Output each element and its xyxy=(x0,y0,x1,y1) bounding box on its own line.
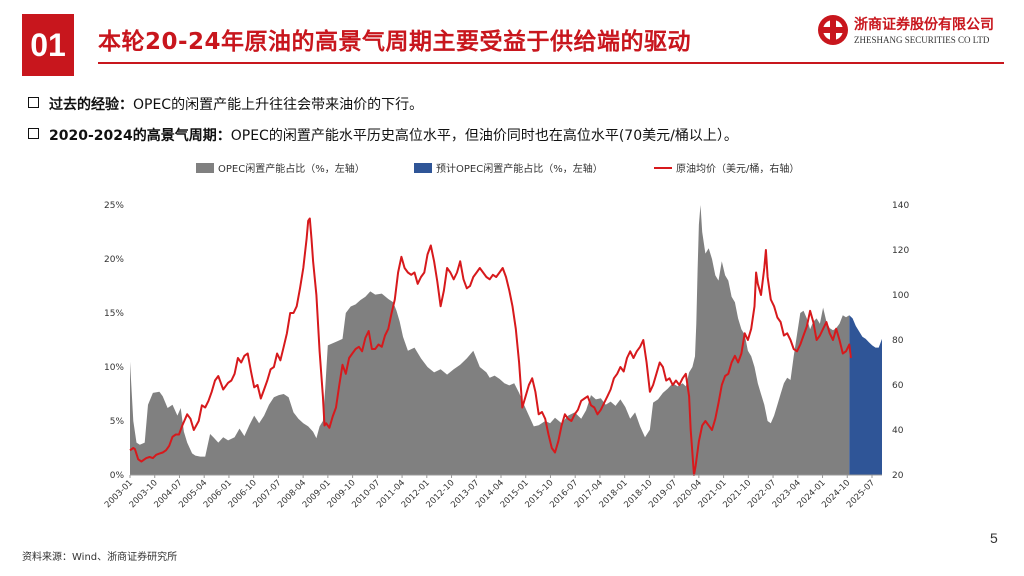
y-right-tick-label: 20 xyxy=(892,471,904,481)
title-rule xyxy=(98,62,1004,64)
legend-item-forecast: 预计OPEC闲置产能占比（%，左轴） xyxy=(414,160,603,175)
legend-item-oil-price: 原油均价（美元/桶，右轴） xyxy=(654,160,799,175)
logo-icon xyxy=(818,15,848,45)
slide-number: 01 xyxy=(22,14,74,76)
y-left-tick-label: 0% xyxy=(110,471,125,481)
bullet-bold: 2020-2024的高景气周期： xyxy=(49,128,231,144)
bullet-text: OPEC的闲置产能上升往往会带来油价的下行。 xyxy=(133,97,424,113)
y-left-tick-label: 10% xyxy=(104,363,124,373)
series-area-spare-capacity xyxy=(130,205,850,475)
legend-swatch xyxy=(196,163,214,173)
bullet-item: 2020-2024的高景气周期：OPEC的闲置产能水平历史高位水平，但油价同时也… xyxy=(28,125,738,145)
y-left-tick-label: 20% xyxy=(104,255,124,265)
page-number: 5 xyxy=(990,530,998,546)
y-right-tick-label: 80 xyxy=(892,336,904,346)
y-right-tick-label: 100 xyxy=(892,291,909,301)
bullet-item: 过去的经验：OPEC的闲置产能上升往往会带来油价的下行。 xyxy=(28,94,423,114)
page-title: 本轮20-24年原油的高景气周期主要受益于供给端的驱动 xyxy=(98,29,692,55)
y-left-tick-label: 15% xyxy=(104,309,124,319)
legend-line xyxy=(654,167,672,169)
bullet-bold: 过去的经验： xyxy=(49,97,133,113)
y-left-tick-label: 25% xyxy=(104,201,124,211)
series-area-forecast xyxy=(849,315,882,475)
logo-text-cn: 浙商证券股份有限公司 xyxy=(854,17,994,33)
y-right-tick-label: 140 xyxy=(892,201,909,211)
legend-label: OPEC闲置产能占比（%，左轴） xyxy=(218,164,365,175)
legend-label: 原油均价（美元/桶，右轴） xyxy=(676,164,800,175)
square-bullet-icon xyxy=(28,128,39,139)
y-left-tick-label: 5% xyxy=(110,417,125,427)
y-right-tick-label: 40 xyxy=(892,426,904,436)
series-line-oil-price xyxy=(129,217,852,476)
company-logo: 浙商证券股份有限公司 ZHESHANG SECURITIES CO LTD xyxy=(817,12,1007,52)
legend-label: 预计OPEC闲置产能占比（%，左轴） xyxy=(436,164,603,175)
y-right-tick-label: 120 xyxy=(892,246,909,256)
y-right-tick-label: 60 xyxy=(892,381,904,391)
chart-legend: OPEC闲置产能占比（%，左轴） 预计OPEC闲置产能占比（%，左轴） 原油均价… xyxy=(0,160,1024,180)
source-note: 资料来源：Wind、浙商证券研究所 xyxy=(22,552,178,563)
legend-swatch xyxy=(414,163,432,173)
bullet-text: OPEC的闲置产能水平历史高位水平，但油价同时也在高位水平(70美元/桶以上）。 xyxy=(230,128,738,144)
legend-item-spare: OPEC闲置产能占比（%，左轴） xyxy=(196,160,365,175)
logo-text-en: ZHESHANG SECURITIES CO LTD xyxy=(854,35,990,45)
square-bullet-icon xyxy=(28,97,39,108)
